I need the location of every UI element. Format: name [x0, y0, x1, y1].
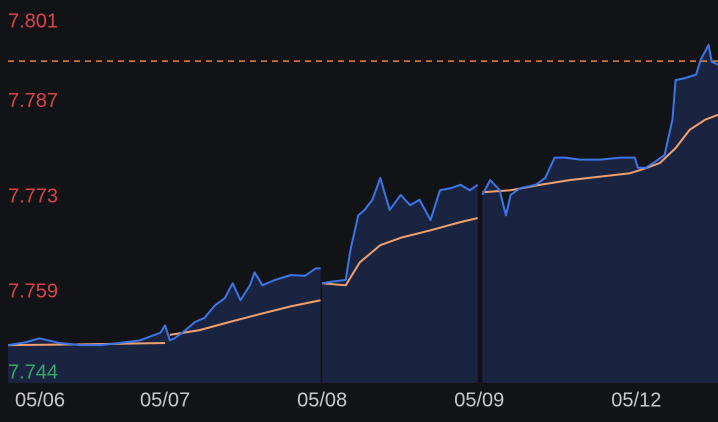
price-area: [8, 268, 321, 383]
y-tick-label: 7.744: [8, 361, 58, 383]
price-area: [322, 177, 478, 383]
x-tick-label: 05/06: [15, 389, 65, 411]
y-tick-label: 7.787: [8, 90, 58, 112]
price-area: [482, 44, 718, 384]
x-tick-label: 05/08: [297, 389, 347, 411]
x-tick-label: 05/12: [611, 389, 661, 411]
y-tick-label: 7.773: [8, 185, 58, 207]
y-tick-label: 7.801: [8, 10, 58, 32]
x-tick-label: 05/07: [140, 389, 190, 411]
y-tick-label: 7.759: [8, 280, 58, 302]
price-line: [7, 43, 718, 347]
x-tick-label: 05/09: [454, 389, 504, 411]
